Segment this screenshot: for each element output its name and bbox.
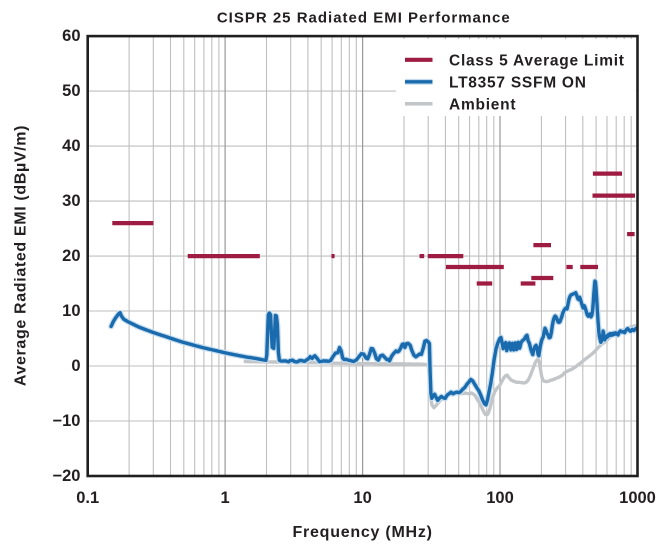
svg-text:30: 30 <box>62 192 80 210</box>
svg-text:−20: −20 <box>53 467 81 485</box>
svg-text:40: 40 <box>62 137 80 155</box>
svg-text:10: 10 <box>62 302 80 320</box>
svg-text:0.1: 0.1 <box>76 489 99 507</box>
svg-text:20: 20 <box>62 247 80 265</box>
svg-text:1000: 1000 <box>619 489 656 507</box>
svg-text:CISPR 25 Radiated EMI Performa: CISPR 25 Radiated EMI Performance <box>217 10 511 27</box>
svg-text:Class 5 Average Limit: Class 5 Average Limit <box>449 53 625 70</box>
svg-text:10: 10 <box>353 489 371 507</box>
svg-text:1: 1 <box>221 489 230 507</box>
svg-text:50: 50 <box>62 82 80 100</box>
svg-text:−10: −10 <box>53 412 81 430</box>
svg-text:Frequency (MHz): Frequency (MHz) <box>293 524 433 541</box>
svg-text:100: 100 <box>486 489 514 507</box>
svg-text:0: 0 <box>71 357 80 375</box>
svg-text:Ambient: Ambient <box>449 96 516 113</box>
svg-text:Average Radiated EMI (dBµV/m): Average Radiated EMI (dBµV/m) <box>13 125 30 386</box>
svg-text:LT8357 SSFM ON: LT8357 SSFM ON <box>449 75 587 92</box>
svg-text:60: 60 <box>62 27 80 45</box>
